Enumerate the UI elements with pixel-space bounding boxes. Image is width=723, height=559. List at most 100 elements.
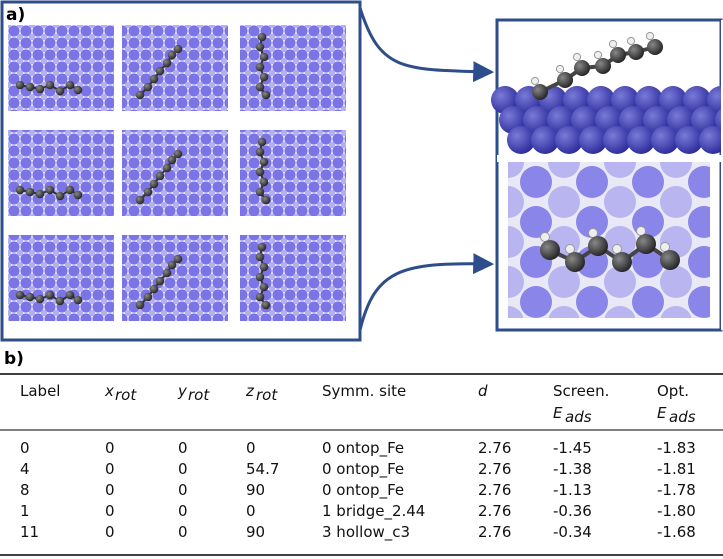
cell: -1.80 [657,502,696,520]
cell: -1.68 [657,523,696,541]
cell: -1.13 [553,481,592,499]
atom [73,190,83,200]
header-subscript: rot [188,386,210,404]
cell: -1.45 [553,439,592,457]
atom [15,185,25,195]
cell: 1 [20,502,30,520]
header-symbol: z [245,382,255,400]
atom [255,252,265,262]
cell: 0 ontop_Fe [322,481,404,500]
atom [540,240,560,260]
header-symbol: E [657,404,667,422]
atom [35,294,45,304]
atom [173,149,183,159]
table: Label x rot y rot z rot Symm. site d Screen.E adsO… [20,382,696,542]
cell: 4 [20,460,30,478]
top-view-molecule [540,226,680,272]
atom [25,82,35,92]
hydrogen [572,52,582,62]
atom [167,260,177,270]
atom [660,250,680,270]
cell: 0 [105,481,115,499]
atom [143,187,153,197]
atom [55,296,65,306]
atom [255,272,265,282]
atom [149,179,159,189]
atom [628,44,644,60]
atom [155,276,165,286]
cell: 54.7 [246,460,279,478]
atom [259,52,269,62]
atom [155,66,165,76]
panel-label: b) [4,349,24,369]
atom [167,155,177,165]
cell: 90 [246,481,265,499]
atom [65,80,75,90]
panel-a-frame [0,0,362,342]
cell: 0 [178,439,188,457]
cell: 0 [178,523,188,541]
hydrogen [660,242,670,252]
atom [507,126,535,154]
hydrogen [612,244,622,254]
cell: 2.76 [478,523,511,541]
atom [627,126,655,154]
atom [531,126,559,154]
mask [721,20,723,330]
atom [173,254,183,264]
cell: -0.36 [553,502,592,520]
atom [259,262,269,272]
atom [35,84,45,94]
atom [595,58,611,74]
atom [257,242,267,252]
atom [135,300,145,310]
cell: 2.76 [478,439,511,457]
atom [55,86,65,96]
hydrogen [626,36,636,46]
cell: 0 [246,439,256,457]
atom [555,126,583,154]
cell: -1.78 [657,481,696,499]
atom [45,290,55,300]
cell: 0 ontop_Fe [322,460,404,479]
cell: -0.34 [553,523,592,541]
cell: -1.81 [657,460,696,478]
atom [143,292,153,302]
cell: 0 ontop_Fe [322,439,404,458]
atom [259,72,269,82]
atom [35,189,45,199]
atom [149,284,159,294]
hydrogen [540,232,550,242]
slab [8,235,114,321]
atom [55,191,65,201]
header: Screen. [553,382,609,400]
atom [135,195,145,205]
atom [25,187,35,197]
atom [143,82,153,92]
atom [255,167,265,177]
atom [257,137,267,147]
cell: 0 [105,502,115,520]
cell: 0 [20,439,30,457]
cell: 8 [20,481,30,499]
atom [45,80,55,90]
hydrogen [555,64,565,74]
atom [261,90,271,100]
atom [610,47,626,63]
atom [135,90,145,100]
atom [261,195,271,205]
atom [149,74,159,84]
atom [45,185,55,195]
hydrogen [608,39,618,49]
atom [255,292,265,302]
top-view [508,162,710,318]
cell: 0 [246,502,256,520]
cell: -1.38 [553,460,592,478]
header-symbol: x [104,382,114,400]
atom [73,295,83,305]
cell: 0 [178,481,188,499]
cell: 1 bridge_2.44 [322,502,425,521]
atom [167,50,177,60]
header-symbol: y [177,382,188,400]
